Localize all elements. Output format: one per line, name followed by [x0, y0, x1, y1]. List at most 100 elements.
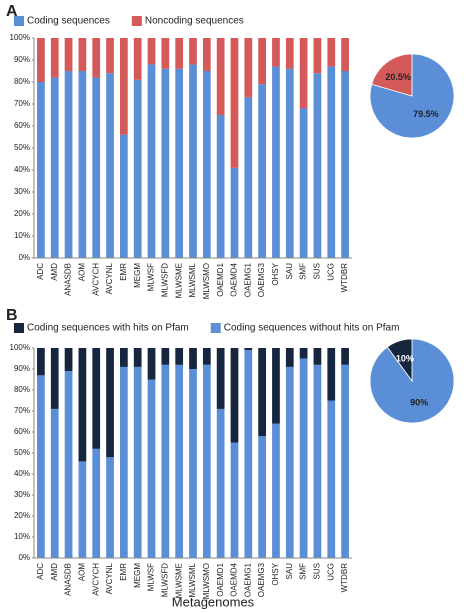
y-tick-label: 50%	[14, 143, 30, 152]
pie-label: 20.5%	[385, 72, 411, 82]
bar-segment	[37, 348, 45, 376]
bar-segment	[285, 366, 294, 558]
x-tick-label: AVCYNL	[105, 562, 114, 594]
y-tick-label: 60%	[14, 427, 30, 436]
bar-segment	[64, 38, 73, 71]
y-tick-label: 10%	[14, 231, 30, 240]
x-tick-label: AVCYCH	[91, 263, 100, 296]
bar-segment	[175, 364, 184, 558]
x-tick-label: AOM	[78, 563, 87, 582]
legend-label: Coding sequences	[27, 16, 110, 27]
x-tick-label: SUS	[313, 563, 322, 579]
bar-segment	[299, 348, 308, 359]
x-tick-label: OHSY	[271, 562, 280, 585]
x-tick-label: SUS	[313, 263, 322, 279]
bar-segment	[230, 38, 239, 168]
bar-segment	[64, 71, 73, 258]
y-tick-label: 80%	[14, 77, 30, 86]
y-tick-label: 100%	[10, 343, 30, 352]
legend-swatch	[14, 323, 24, 333]
bar-segment	[285, 68, 294, 258]
bar-segment	[313, 364, 322, 558]
bar-segment	[202, 364, 211, 558]
bar-segment	[161, 68, 170, 258]
x-tick-label: MLWSME	[174, 563, 183, 598]
y-tick-label: 70%	[14, 406, 30, 415]
bar-segment	[92, 448, 101, 558]
bar-segment	[78, 348, 87, 462]
y-tick-label: 100%	[10, 33, 30, 42]
bar-segment	[258, 436, 267, 558]
bar-segment	[106, 457, 114, 558]
x-tick-label: MLWSF	[147, 263, 156, 291]
bar-segment	[133, 366, 142, 558]
pie-label: 10%	[396, 353, 414, 363]
bar-segment	[285, 348, 294, 367]
bar-segment	[272, 423, 280, 558]
legend-label: Coding sequences without hits on Pfam	[224, 323, 400, 334]
bar-segment	[230, 167, 239, 258]
legend-label: Noncoding sequences	[145, 16, 244, 27]
y-tick-label: 70%	[14, 99, 30, 108]
x-tick-label: AVCYNL	[105, 262, 114, 294]
x-tick-label: SAU	[285, 563, 294, 580]
bar-segment	[258, 38, 267, 85]
pie-slice	[386, 338, 413, 383]
x-tick-label: OAEMD1	[216, 262, 225, 296]
bar-segment	[119, 134, 128, 258]
bar-segment	[341, 71, 349, 258]
x-tick-label: MLWSFD	[160, 263, 169, 297]
bar-segment	[299, 38, 308, 109]
legend-swatch	[14, 16, 24, 26]
x-tick-label: MLWSMO	[202, 563, 211, 599]
y-tick-label: 10%	[14, 532, 30, 541]
bar-segment	[78, 71, 87, 258]
bar-segment	[244, 348, 253, 351]
bar-segment	[272, 348, 280, 424]
y-tick-label: 90%	[14, 55, 30, 64]
bar-segment	[92, 348, 101, 449]
x-tick-label: OAEMG3	[257, 562, 266, 597]
x-tick-label: WTDBR	[340, 263, 349, 293]
bar-segment	[341, 364, 349, 558]
bar-segment	[327, 348, 336, 401]
bar-segment	[202, 38, 211, 71]
x-tick-label: SMF	[299, 263, 308, 280]
x-tick-label: MLWSF	[147, 563, 156, 591]
x-tick-label: ADC	[36, 563, 45, 580]
bar-segment	[327, 66, 336, 258]
bar-segment	[258, 348, 267, 437]
bar-segment	[327, 400, 336, 558]
bar-segment	[119, 348, 128, 367]
y-tick-label: 40%	[14, 469, 30, 478]
x-tick-label: EMR	[119, 263, 128, 281]
bar-segment	[202, 71, 211, 258]
legend-swatch	[131, 16, 142, 26]
bar-segment	[272, 66, 280, 258]
x-tick-label: AOM	[78, 263, 87, 282]
bar-segment	[341, 348, 349, 365]
x-tick-label: OAEMD4	[230, 262, 239, 296]
bar-segment	[64, 371, 73, 558]
x-tick-label: OAEMD4	[230, 562, 239, 596]
x-tick-label: MLWSML	[188, 562, 197, 597]
bar-segment	[78, 461, 87, 558]
bar-segment	[161, 38, 170, 69]
bar-segment	[244, 350, 253, 558]
y-tick-label: 0%	[18, 553, 30, 562]
pie-slice	[371, 53, 413, 97]
x-tick-label: ANASDB	[64, 263, 73, 296]
bar-segment	[37, 82, 45, 258]
bar-segment	[133, 38, 142, 80]
bar-segment	[327, 38, 336, 67]
bar-segment	[119, 366, 128, 558]
y-tick-label: 90%	[14, 364, 30, 373]
bar-segment	[216, 408, 225, 558]
bar-segment	[189, 348, 197, 369]
bar-segment	[147, 348, 156, 380]
pie-slice	[369, 53, 455, 139]
y-tick-label: 0%	[18, 253, 30, 262]
bar-segment	[147, 379, 156, 558]
bar-segment	[313, 73, 322, 258]
